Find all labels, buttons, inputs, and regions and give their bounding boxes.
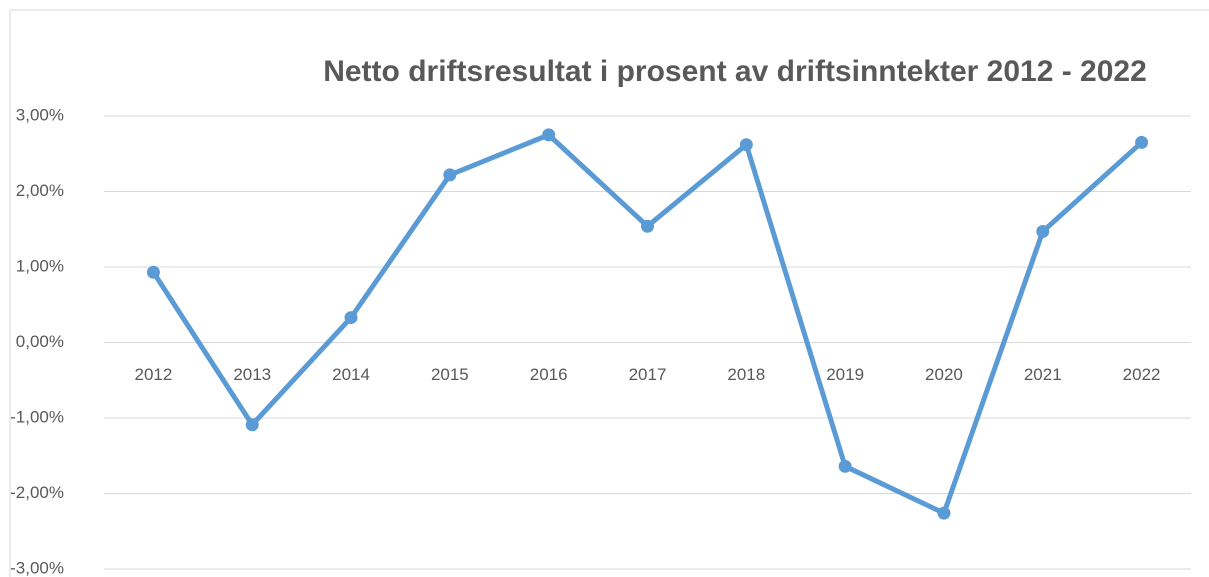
data-point bbox=[146, 265, 160, 279]
y-tick-label: -2,00% bbox=[10, 483, 64, 502]
data-point bbox=[443, 168, 457, 182]
y-tick-label: 3,00% bbox=[16, 105, 64, 124]
data-point bbox=[937, 506, 951, 520]
x-tick-label: 2021 bbox=[1024, 365, 1062, 384]
y-tick-label: 2,00% bbox=[16, 181, 64, 200]
y-tick-label: -3,00% bbox=[10, 558, 64, 577]
data-point bbox=[1135, 135, 1149, 149]
x-tick-label: 2012 bbox=[134, 365, 172, 384]
x-tick-label: 2017 bbox=[629, 365, 667, 384]
x-tick-label: 2015 bbox=[431, 365, 469, 384]
data-point bbox=[641, 219, 654, 233]
data-point bbox=[542, 128, 556, 142]
x-tick-label: 2020 bbox=[925, 365, 963, 384]
x-tick-label: 2022 bbox=[1123, 365, 1161, 384]
x-tick-label: 2014 bbox=[332, 365, 370, 384]
x-tick-label: 2013 bbox=[233, 365, 271, 384]
y-tick-label: 1,00% bbox=[16, 256, 64, 275]
x-tick-label: 2016 bbox=[530, 365, 568, 384]
data-point bbox=[838, 459, 852, 473]
x-tick-label: 2018 bbox=[727, 365, 765, 384]
chart-border bbox=[9, 9, 1209, 577]
data-point bbox=[1036, 225, 1050, 239]
data-point bbox=[245, 418, 259, 432]
y-tick-label: -1,00% bbox=[10, 407, 64, 426]
y-tick-label: 0,00% bbox=[16, 332, 64, 351]
x-tick-label: 2019 bbox=[826, 365, 864, 384]
data-point bbox=[344, 311, 358, 325]
data-point bbox=[739, 138, 753, 152]
chart-title: Netto driftsresultat i prosent av drifts… bbox=[323, 55, 1147, 88]
